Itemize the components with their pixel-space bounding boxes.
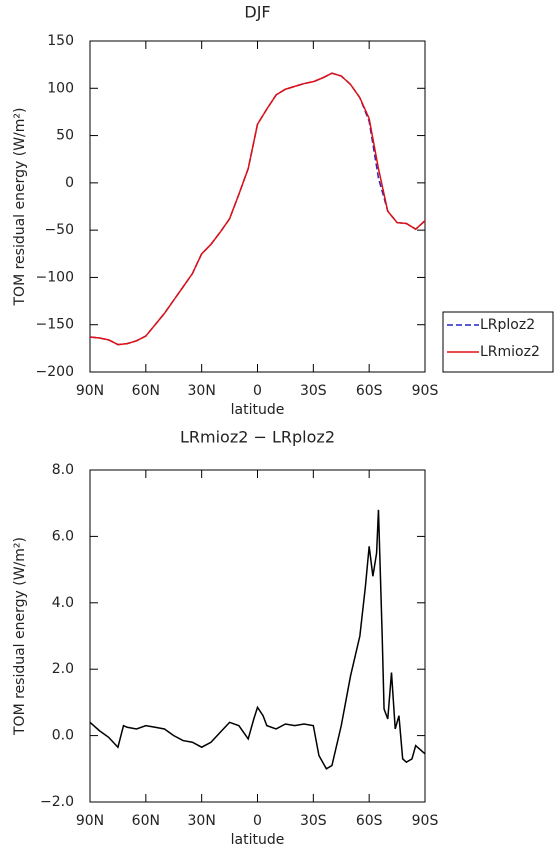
y-axis-label: TOM residual energy (W/m²) [12,537,28,736]
data-line [89,72,426,346]
legend-box [442,311,554,373]
chart-title: LRmioz2 − LRploz2 [180,428,335,447]
chart-title: DJF [244,3,270,22]
y-axis-label: TOM residual energy (W/m²) [12,108,28,307]
y-tick-label: −50 [44,222,74,238]
data-line [89,72,426,346]
x-axis-label: latitude [231,402,285,418]
plot-frame [89,40,426,373]
x-tick-label: 90S [412,383,439,399]
x-tick-label: 60N [132,813,160,829]
x-tick-label: 60N [132,383,160,399]
x-tick-label: 90S [412,813,439,829]
y-tick-label: −150 [36,317,74,333]
y-tick-label: −2.0 [40,794,74,810]
x-tick-label: 0 [253,383,262,399]
y-tick-label: 150 [47,33,74,49]
y-tick-label: −200 [36,364,74,380]
legend-label: LRploz2 [480,317,535,333]
y-tick-label: 2.0 [52,661,74,677]
y-tick-label: 4.0 [52,595,74,611]
legend-label: LRmioz2 [480,344,540,360]
x-tick-label: 30S [300,383,327,399]
x-tick-label: 60S [356,383,383,399]
x-tick-label: 60S [356,813,383,829]
x-tick-label: 30N [188,383,216,399]
y-tick-label: 0 [65,175,74,191]
y-tick-label: 50 [56,128,74,144]
x-tick-label: 90N [76,383,104,399]
y-tick-label: 100 [47,80,74,96]
x-tick-label: 30S [300,813,327,829]
data-line [89,509,426,770]
y-tick-label: −100 [36,269,74,285]
x-tick-label: 90N [76,813,104,829]
x-tick-label: 30N [188,813,216,829]
y-tick-label: 0.0 [52,728,74,744]
x-axis-label: latitude [231,832,285,848]
x-tick-label: 0 [253,813,262,829]
plot-frame [89,469,426,803]
y-tick-label: 6.0 [52,528,74,544]
y-tick-label: 8.0 [52,462,74,478]
